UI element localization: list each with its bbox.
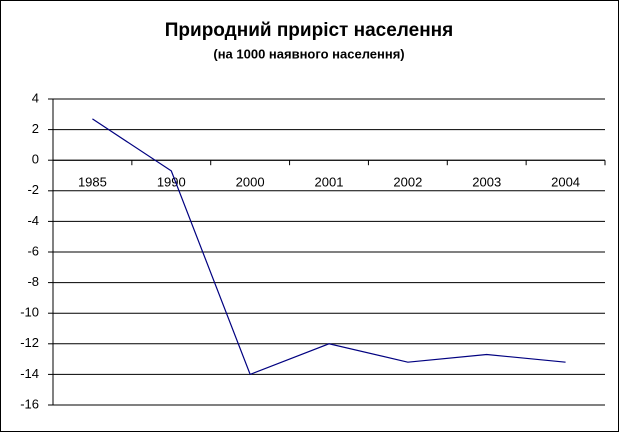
y-tick-label: 2: [32, 121, 39, 136]
y-tick-label: 0: [32, 152, 39, 167]
y-tick-label: -2: [27, 182, 39, 197]
y-tick-label: -12: [20, 335, 39, 350]
x-tick-label: 2001: [315, 175, 344, 190]
data-line: [92, 118, 566, 376]
x-tick-label: 1990: [157, 175, 186, 190]
y-tick-label: 4: [32, 90, 39, 105]
chart-title: Природний приріст населення: [165, 20, 453, 41]
x-tick-label: 2000: [236, 175, 265, 190]
y-tick-label: -10: [20, 305, 39, 320]
chart-subtitle: (на 1000 наявного населення): [213, 46, 404, 61]
y-tick-label: -8: [27, 274, 39, 289]
y-tick-label: -6: [27, 243, 39, 258]
y-tick-label: -4: [27, 213, 39, 228]
y-tick-label: -16: [20, 396, 39, 411]
x-tick-label: 1985: [78, 175, 107, 190]
x-tick-label: 2002: [393, 175, 422, 190]
x-tick-label: 2004: [551, 175, 580, 190]
x-tick-label: 2003: [472, 175, 501, 190]
y-tick-label: -14: [20, 366, 39, 381]
